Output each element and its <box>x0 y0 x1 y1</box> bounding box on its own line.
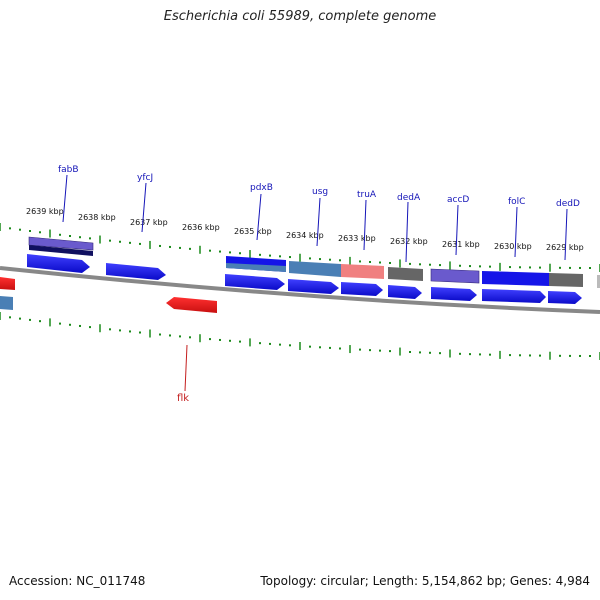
gene-pdxB-band <box>226 263 286 272</box>
gene-arrow-yfcJ[interactable] <box>106 263 166 280</box>
kbp-label: 2639 kbp <box>26 207 64 216</box>
kbp-label: 2638 kbp <box>78 213 116 222</box>
accession-text: Accession: NC_011748 <box>9 574 146 588</box>
gene-label-truA[interactable]: truA <box>357 190 377 200</box>
gene-truA[interactable] <box>341 264 384 279</box>
gene-arrow[interactable] <box>225 274 285 290</box>
kbp-label: 2630 kbp <box>494 242 532 251</box>
gene-arrow[interactable] <box>288 279 339 294</box>
gene-folC[interactable] <box>482 271 549 286</box>
gene-dedD[interactable] <box>549 273 583 287</box>
gene-track-reverse <box>0 277 217 313</box>
gene-dedA[interactable] <box>388 267 423 281</box>
gene-arrow[interactable] <box>388 285 422 299</box>
gene-label-flk[interactable]: flk <box>177 393 189 404</box>
gene-arrow[interactable] <box>548 291 582 304</box>
gene-arrow[interactable] <box>431 287 477 301</box>
gene-left-edge-blue[interactable] <box>0 296 13 310</box>
gene-usg[interactable] <box>289 261 341 277</box>
gene-fabB[interactable] <box>28 236 94 251</box>
gene-label-yfcJ[interactable]: yfcJ <box>137 173 153 183</box>
kbp-label: 2633 kbp <box>338 234 376 243</box>
inner-tick-ring <box>0 312 600 360</box>
gene-label-group: fabB yfcJ pdxB usg truA dedA accD folC d… <box>58 165 580 263</box>
outer-tick-ring <box>0 223 600 272</box>
kbp-label-row: 2639 kbp 2638 kbp 2637 kbp 2636 kbp 2635… <box>26 207 584 252</box>
kbp-label: 2631 kbp <box>442 240 480 249</box>
kbp-label: 2636 kbp <box>182 223 220 232</box>
map-title: Escherichia coli 55989, complete genome <box>163 9 437 24</box>
gene-edge-right[interactable] <box>597 275 600 288</box>
kbp-label: 2629 kbp <box>546 243 584 252</box>
gene-label-fabB[interactable]: fabB <box>58 165 79 175</box>
gene-label-usg[interactable]: usg <box>312 187 328 197</box>
gene-label-folC[interactable]: folC <box>508 197 525 207</box>
gene-fabB-strand <box>29 245 93 256</box>
gene-label-dedA[interactable]: dedA <box>397 193 421 203</box>
genome-backbone <box>0 266 600 314</box>
kbp-label: 2637 kbp <box>130 218 168 227</box>
gene-arrow[interactable] <box>27 254 90 273</box>
gene-accD[interactable] <box>430 268 480 284</box>
kbp-label: 2632 kbp <box>390 237 428 246</box>
gene-arrow[interactable] <box>482 289 546 303</box>
gene-label-dedD[interactable]: dedD <box>556 199 580 209</box>
gene-flk[interactable] <box>166 297 217 313</box>
gene-track-forward-upper <box>28 236 600 288</box>
gene-track-forward-arrows <box>27 254 582 304</box>
gene-left-edge-red[interactable] <box>0 277 15 290</box>
gene-label-accD[interactable]: accD <box>447 195 469 205</box>
gene-arrow[interactable] <box>341 282 383 296</box>
gene-label-pdxB[interactable]: pdxB <box>250 183 273 193</box>
kbp-label: 2634 kbp <box>286 231 324 240</box>
kbp-label: 2635 kbp <box>234 227 272 236</box>
genome-summary-text: Topology: circular; Length: 5,154,862 bp… <box>260 574 590 588</box>
